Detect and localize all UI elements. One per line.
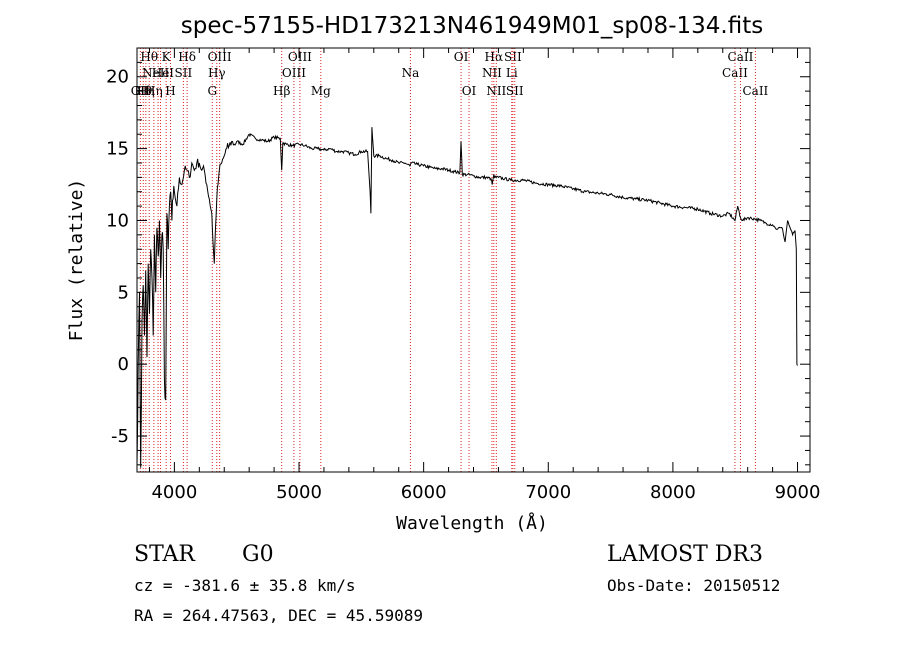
line-label: K bbox=[162, 50, 172, 64]
line-label: SII bbox=[504, 50, 522, 64]
x-tick-label: 6000 bbox=[401, 482, 447, 503]
x-tick-label: 4000 bbox=[151, 482, 197, 503]
x-tick-label: 8000 bbox=[650, 482, 696, 503]
line-label: OIII bbox=[282, 66, 306, 80]
y-tick-label: 15 bbox=[106, 139, 129, 160]
line-label: Li bbox=[506, 66, 518, 80]
line-label: Hβ bbox=[273, 84, 290, 98]
y-axis-label: Flux (relative) bbox=[66, 179, 87, 342]
line-label: OI bbox=[462, 84, 477, 98]
line-label: Hη bbox=[137, 84, 155, 98]
x-axis-label: Wavelength (Å) bbox=[396, 512, 548, 534]
line-label: Hα bbox=[485, 50, 504, 64]
line-label: CaII bbox=[722, 66, 748, 80]
redshift-readout: cz = -381.6 ± 35.8 km/s bbox=[134, 576, 356, 595]
line-label: CaII bbox=[742, 84, 768, 98]
y-tick-label: 10 bbox=[106, 210, 129, 231]
line-label: Hη bbox=[145, 84, 163, 98]
y-tick-label: 5 bbox=[118, 282, 129, 303]
line-label: SII bbox=[506, 84, 524, 98]
x-tick-label: 5000 bbox=[276, 482, 322, 503]
x-tick-label: 9000 bbox=[775, 482, 821, 503]
y-tick-label: 0 bbox=[118, 354, 129, 375]
line-label: G bbox=[207, 84, 217, 98]
line-label: OI bbox=[454, 50, 469, 64]
chart-title: spec-57155-HD173213N461949M01_sp08-134.f… bbox=[181, 13, 763, 39]
spectral-line-markers: OIIHθHηHθHηNeIIIHeKHSIIHδGHγOIIIHβOIIIOI… bbox=[131, 48, 769, 472]
spectrum-line bbox=[136, 127, 798, 468]
plot-frame bbox=[136, 47, 811, 473]
line-label: Hδ bbox=[178, 50, 196, 64]
x-tick-label: 7000 bbox=[525, 482, 571, 503]
ra-dec-readout: RA = 264.47563, DEC = 45.59089 bbox=[134, 606, 423, 625]
line-label: Na bbox=[402, 66, 420, 80]
line-label: CaII bbox=[728, 50, 754, 64]
axis-ticks: 4000 5000 6000 7000 8000 9000 -5 0 5 10 15 20 bbox=[106, 47, 821, 503]
line-label: SII bbox=[175, 66, 193, 80]
object-subclass: G0 bbox=[242, 542, 274, 567]
line-label: Mg bbox=[311, 84, 331, 98]
spectrum-layer bbox=[136, 127, 798, 468]
line-label: NII bbox=[486, 84, 506, 98]
line-label: Hγ bbox=[208, 66, 226, 80]
obs-date: Obs-Date: 20150512 bbox=[607, 576, 780, 595]
survey-name: LAMOST DR3 bbox=[607, 542, 763, 567]
line-label: OIII bbox=[208, 50, 232, 64]
line-label: OIII bbox=[288, 50, 312, 64]
line-label: Hθ bbox=[134, 84, 152, 98]
y-tick-label: -5 bbox=[111, 426, 129, 447]
line-label: NII bbox=[482, 66, 502, 80]
line-label: H bbox=[165, 84, 175, 98]
object-class: STAR bbox=[134, 542, 196, 567]
y-tick-label: 20 bbox=[106, 67, 129, 88]
line-label: He bbox=[152, 66, 170, 80]
